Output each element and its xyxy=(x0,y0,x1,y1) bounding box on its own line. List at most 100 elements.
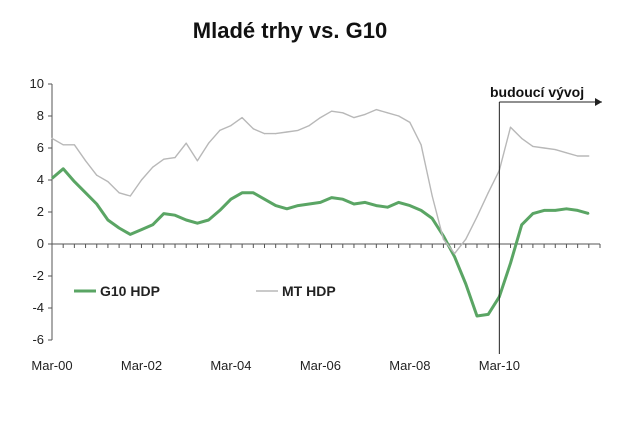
data-point xyxy=(409,205,411,207)
data-point xyxy=(196,222,198,224)
data-point xyxy=(230,198,232,200)
data-point xyxy=(342,112,344,114)
data-point xyxy=(96,203,98,205)
data-point xyxy=(140,229,143,231)
data-point xyxy=(73,144,75,146)
data-point xyxy=(84,160,87,162)
data-point xyxy=(207,142,210,144)
data-point xyxy=(554,149,556,151)
data-point xyxy=(230,125,232,127)
data-point xyxy=(319,117,322,119)
data-point xyxy=(319,201,322,203)
x-tick-label: Mar-00 xyxy=(31,358,72,373)
axes: -6 -4 -2 0 2 4 6 8 10 Mar-00 Mar-02 Mar-04 Mar-06 Mar… xyxy=(30,76,601,373)
data-point xyxy=(252,128,254,130)
data-point xyxy=(543,147,545,149)
data-point xyxy=(588,213,590,215)
data-point xyxy=(431,217,433,219)
data-point xyxy=(129,195,131,197)
data-point xyxy=(140,179,143,181)
data-point xyxy=(442,238,445,240)
data-point xyxy=(521,137,523,139)
data-point xyxy=(174,157,176,159)
data-point xyxy=(51,177,53,179)
data-point xyxy=(330,110,333,112)
data-point xyxy=(487,313,489,315)
data-point xyxy=(163,158,165,160)
data-point xyxy=(196,160,198,162)
data-point xyxy=(476,216,478,218)
data-point xyxy=(375,205,377,207)
data-point xyxy=(409,121,411,123)
legend-label-mt-hdp: MT HDP xyxy=(282,283,336,299)
data-point xyxy=(241,192,243,194)
data-point xyxy=(353,117,355,119)
y-tick-label: 2 xyxy=(37,204,44,219)
data-point xyxy=(263,133,266,135)
y-tick-label: 0 xyxy=(37,236,44,251)
x-tick-label: Mar-02 xyxy=(121,358,162,373)
data-point xyxy=(62,144,64,146)
data-point xyxy=(577,209,579,211)
y-tick-label: 4 xyxy=(37,172,44,187)
data-point xyxy=(51,137,53,139)
data-point xyxy=(107,219,109,221)
data-point xyxy=(263,198,266,200)
data-point xyxy=(308,203,310,205)
data-point xyxy=(543,209,545,211)
data-point xyxy=(420,209,422,211)
data-point xyxy=(454,253,456,255)
data-point xyxy=(431,195,433,197)
data-point xyxy=(286,208,288,210)
data-point xyxy=(252,192,254,194)
data-point xyxy=(476,315,478,317)
data-point xyxy=(107,181,109,183)
annotation-label: budoucí vývoj xyxy=(490,84,584,100)
y-tick-label: -4 xyxy=(32,300,44,315)
x-tick-label: Mar-10 xyxy=(479,358,520,373)
data-point xyxy=(73,181,75,183)
data-point xyxy=(275,133,277,135)
chart-title: Mladé trhy vs. G10 xyxy=(192,18,388,43)
data-point xyxy=(364,113,366,115)
data-point xyxy=(297,205,299,207)
data-point xyxy=(342,198,344,200)
data-point xyxy=(152,224,154,226)
data-point xyxy=(185,142,187,144)
data-point xyxy=(118,227,120,229)
data-point xyxy=(565,208,568,210)
data-point xyxy=(398,115,400,117)
data-point xyxy=(207,219,210,221)
data-point xyxy=(174,214,176,216)
data-point xyxy=(241,117,243,119)
data-point xyxy=(219,129,221,131)
data-point xyxy=(487,192,489,194)
data-point xyxy=(454,256,456,258)
data-point xyxy=(386,206,389,208)
y-tick-label: 8 xyxy=(37,108,44,123)
data-point xyxy=(286,131,288,133)
x-tick-label: Mar-08 xyxy=(389,358,430,373)
data-point xyxy=(330,197,333,199)
y-tick-label: -2 xyxy=(32,268,44,283)
data-point xyxy=(509,262,512,264)
data-point xyxy=(577,155,579,157)
data-point xyxy=(509,126,512,128)
data-point xyxy=(364,201,366,203)
data-point xyxy=(532,213,534,215)
legend: G10 HDP MT HDP xyxy=(74,283,336,299)
data-point xyxy=(129,233,131,235)
data-point xyxy=(118,192,120,194)
x-tick-label: Mar-04 xyxy=(210,358,251,373)
data-point xyxy=(420,144,422,146)
data-point xyxy=(152,166,154,168)
y-tick-label: 6 xyxy=(37,140,44,155)
data-point xyxy=(386,112,389,114)
data-point xyxy=(465,238,467,240)
data-point xyxy=(554,209,556,211)
data-point xyxy=(275,205,277,207)
y-tick-label: -6 xyxy=(32,332,44,347)
data-point xyxy=(588,155,590,157)
data-point xyxy=(398,201,400,203)
